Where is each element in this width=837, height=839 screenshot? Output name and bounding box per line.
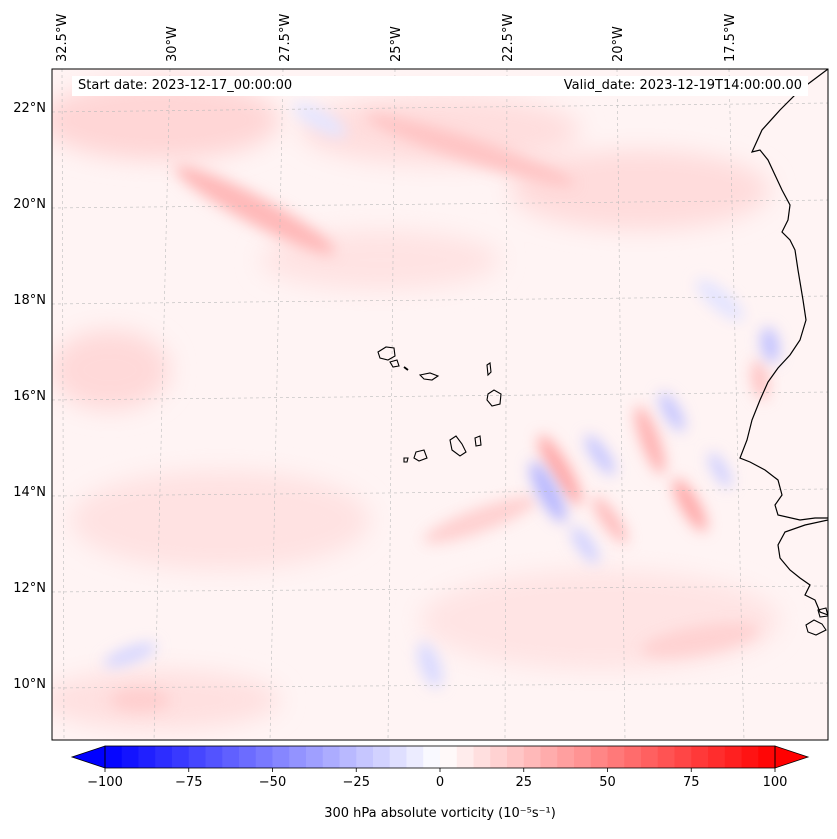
colorbar-cell xyxy=(674,746,692,768)
colorbar-cell xyxy=(440,746,458,768)
coastline-islet xyxy=(403,366,409,371)
lat-label: 10°N xyxy=(13,677,46,692)
lat-label: 12°N xyxy=(13,581,46,596)
colorbar-cell xyxy=(121,746,139,768)
colorbar-cell xyxy=(574,746,592,768)
colorbar-cell xyxy=(507,746,525,768)
coastline-islands xyxy=(377,346,828,636)
lon-label: 17.5°W xyxy=(723,14,738,62)
lat-label: 14°N xyxy=(13,485,46,500)
colorbar-cell xyxy=(624,746,642,768)
colorbar-cell xyxy=(155,746,173,768)
colorbar-cell xyxy=(657,746,675,768)
colorbar-cell xyxy=(741,746,759,768)
colorbar-label: 300 hPa absolute vorticity (10⁻⁵s⁻¹) xyxy=(324,806,556,821)
colorbar-tick-label: 50 xyxy=(599,775,616,790)
colorbar-cell xyxy=(523,746,541,768)
negative-bands xyxy=(103,102,780,688)
colorbar-tick-label: −100 xyxy=(87,775,123,790)
lon-label: 22.5°W xyxy=(501,14,516,62)
colorbar-cells xyxy=(105,746,776,768)
colorbar-cell xyxy=(356,746,374,768)
valid-date-label: Valid_date: 2023-12-19T14:00:00.00 xyxy=(524,76,808,96)
colorbar-cell xyxy=(456,746,474,768)
positive-bands xyxy=(110,114,769,712)
colorbar-extend-max xyxy=(774,745,810,769)
colorbar-tick-label: 0 xyxy=(436,775,444,790)
colorbar-cell xyxy=(389,746,407,768)
colorbar-cell xyxy=(339,746,357,768)
colorbar-tick-label: −75 xyxy=(175,775,202,790)
map-frame xyxy=(51,68,829,741)
colorbar-cell xyxy=(490,746,508,768)
colorbar-tick-label: −50 xyxy=(259,775,286,790)
vorticity-field xyxy=(52,69,828,740)
colorbar-cell xyxy=(473,746,491,768)
colorbar-cell xyxy=(205,746,223,768)
colorbar-cell xyxy=(272,746,290,768)
colorbar-cell xyxy=(423,746,441,768)
colorbar-tick-label: 100 xyxy=(763,775,788,790)
colorbar-cell xyxy=(138,746,156,768)
colorbar-cell xyxy=(239,746,257,768)
colorbar-cell xyxy=(255,746,273,768)
colorbar-tick-label: 25 xyxy=(515,775,532,790)
lon-label: 20°W xyxy=(611,26,626,62)
colorbar-cell xyxy=(557,746,575,768)
longitude-labels: 32.5°W 30°W 27.5°W 25°W 22.5°W 20°W 17.5… xyxy=(55,14,738,62)
colorbar-cell xyxy=(724,746,742,768)
lon-label: 32.5°W xyxy=(55,14,70,62)
latitude-labels: 22°N 20°N 18°N 16°N 14°N 12°N 10°N xyxy=(13,101,46,692)
lon-label: 27.5°W xyxy=(278,14,293,62)
lon-label: 30°W xyxy=(165,26,180,62)
colorbar-cell xyxy=(322,746,340,768)
lon-label: 25°W xyxy=(389,26,404,62)
colorbar-ticks: −100 −75 −50 −25 0 25 50 75 100 xyxy=(87,768,787,790)
colorbar-extend-min xyxy=(70,745,106,769)
colorbar-cell xyxy=(289,746,307,768)
colorbar-cell xyxy=(406,746,424,768)
lat-label: 20°N xyxy=(13,197,46,212)
coastline-africa xyxy=(739,69,828,616)
colorbar-cell xyxy=(373,746,391,768)
lat-label: 18°N xyxy=(13,293,46,308)
colorbar-tick-label: −25 xyxy=(343,775,370,790)
colorbar-cell xyxy=(188,746,206,768)
colorbar: −100 −75 −50 −25 0 25 50 75 100 xyxy=(70,745,810,790)
lat-label: 22°N xyxy=(13,101,46,116)
start-date-label: Start date: 2023-12-17_00:00:00 xyxy=(72,76,530,96)
colorbar-cell xyxy=(708,746,726,768)
colorbar-cell xyxy=(758,746,776,768)
colorbar-cell xyxy=(172,746,190,768)
graticule xyxy=(52,69,828,740)
colorbar-cell xyxy=(641,746,659,768)
colorbar-cell xyxy=(691,746,709,768)
lat-label: 16°N xyxy=(13,389,46,404)
colorbar-cell xyxy=(306,746,324,768)
colorbar-cell xyxy=(222,746,240,768)
colorbar-cell xyxy=(607,746,625,768)
colorbar-cell xyxy=(590,746,608,768)
colorbar-cell xyxy=(105,746,123,768)
colorbar-tick-label: 75 xyxy=(683,775,700,790)
colorbar-cell xyxy=(540,746,558,768)
